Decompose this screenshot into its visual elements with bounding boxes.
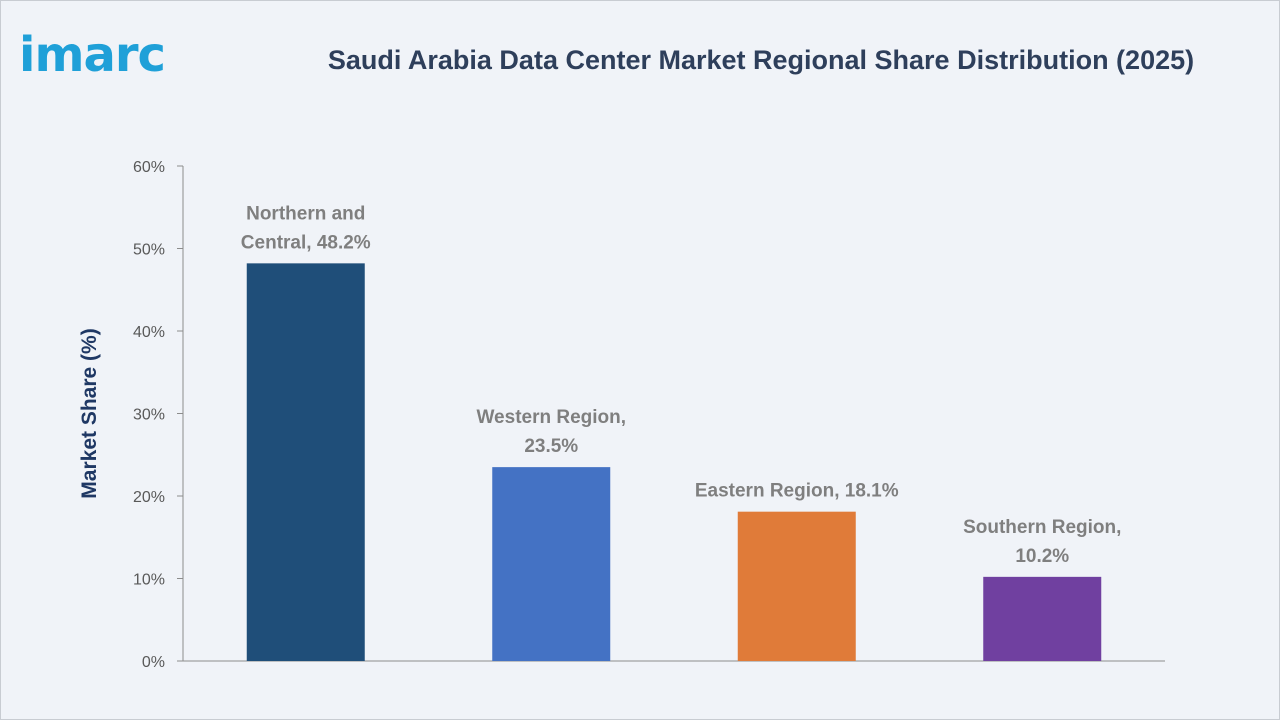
y-tick-label: 0% bbox=[142, 654, 165, 671]
chart-title: Saudi Arabia Data Center Market Regional… bbox=[327, 45, 1195, 75]
y-tick-label: 60% bbox=[133, 159, 165, 176]
data-label: 23.5% bbox=[524, 436, 578, 457]
data-label: Central, 48.2% bbox=[241, 232, 371, 253]
y-tick-label: 50% bbox=[133, 242, 165, 259]
y-tick-label: 40% bbox=[133, 324, 165, 341]
bars bbox=[246, 263, 1102, 661]
y-axis: 0% 10% 20% 30% 40% 50% 60% bbox=[133, 159, 1165, 671]
y-axis-title: Market Share (%) bbox=[78, 328, 101, 498]
data-label: Western Region, bbox=[476, 407, 626, 428]
bar-2 bbox=[492, 467, 611, 661]
data-label: Southern Region, bbox=[963, 517, 1121, 538]
y-tick-label: 30% bbox=[133, 407, 165, 424]
imarc-logo: imarc bbox=[19, 27, 166, 83]
y-tick-label: 10% bbox=[133, 572, 165, 589]
data-label: Northern and bbox=[246, 203, 365, 224]
bar-1 bbox=[246, 263, 365, 661]
bar-4 bbox=[983, 576, 1102, 661]
data-label: 10.2% bbox=[1015, 546, 1069, 567]
data-labels: Northern and Central, 48.2% Western Region… bbox=[241, 203, 1122, 566]
data-label: Eastern Region, 18.1% bbox=[695, 481, 899, 502]
y-tick-label: 20% bbox=[133, 489, 165, 506]
bar-3 bbox=[737, 511, 856, 661]
